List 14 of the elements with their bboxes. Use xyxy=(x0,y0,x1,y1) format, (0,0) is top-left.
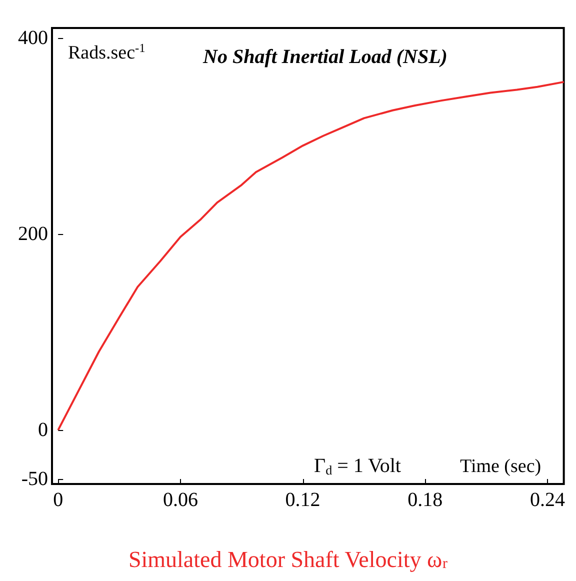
x-axis-title: Time (sec) xyxy=(460,456,542,477)
x-tick-label: 0.06 xyxy=(162,489,198,511)
annotation: Γd = 1 Volt xyxy=(314,455,402,478)
y-tick-label: 400 xyxy=(18,26,48,49)
x-tick-label: 0 xyxy=(53,489,64,511)
x-tick-label: 0.12 xyxy=(285,489,320,511)
x-tick-label: 0.18 xyxy=(408,489,443,511)
text: Simulated Motor Shaft Velocity ωr xyxy=(128,547,448,572)
text: No Shaft Inertial Load (NSL) xyxy=(202,46,448,68)
line-series xyxy=(57,80,565,432)
y-tick-label: 0 xyxy=(38,419,48,442)
x-tick-label: 0.24 xyxy=(530,489,565,511)
y-tick-label: 200 xyxy=(18,222,48,245)
y-tick-label: -50 xyxy=(21,468,48,490)
